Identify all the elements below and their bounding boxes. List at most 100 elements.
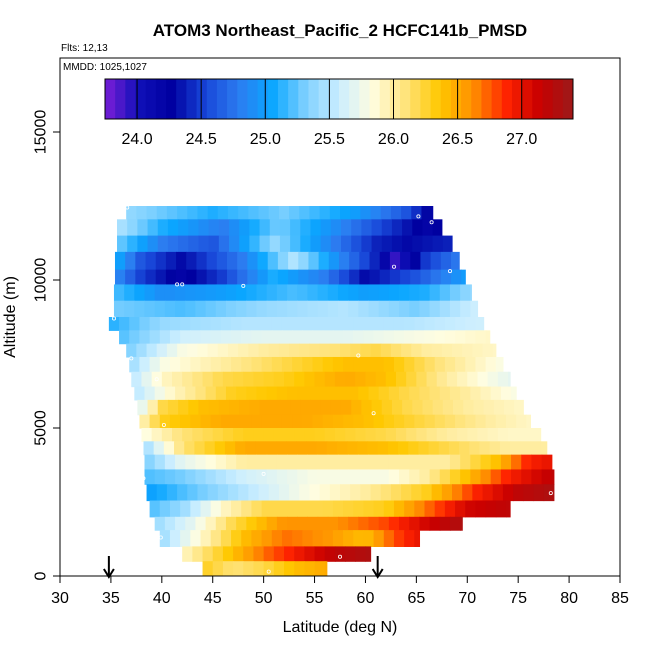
- heat-cell: [467, 371, 479, 388]
- heat-cell: [411, 206, 423, 220]
- heat-cell: [436, 371, 448, 388]
- heat-cell: [246, 516, 258, 531]
- heat-cell: [431, 206, 434, 220]
- sample-point: [141, 476, 146, 481]
- heat-cell: [467, 428, 479, 442]
- heat-cell: [154, 516, 166, 531]
- colorbar-swatch: [450, 79, 462, 119]
- heat-cell: [402, 235, 413, 253]
- heat-cell: [444, 414, 456, 429]
- heat-cell: [324, 428, 336, 442]
- heat-cell: [533, 484, 545, 502]
- heat-cell: [359, 251, 371, 271]
- heat-cell: [351, 235, 362, 253]
- heat-cell: [401, 343, 412, 358]
- heat-cell: [465, 500, 477, 518]
- heat-cell: [195, 454, 207, 471]
- heat-cell: [469, 441, 481, 456]
- heat-cell: [348, 300, 359, 318]
- heat-cell: [340, 206, 351, 220]
- heat-cell: [322, 317, 334, 331]
- heat-cell: [169, 317, 181, 331]
- heat-cell: [439, 300, 451, 318]
- heat-cell: [421, 343, 433, 358]
- heat-cell: [409, 386, 421, 401]
- heat-cell: [263, 561, 275, 576]
- x-axis-label: Latitude (deg N): [283, 619, 398, 636]
- heat-cell: [202, 561, 214, 576]
- heat-cell: [154, 469, 166, 485]
- heat-cell: [351, 219, 362, 237]
- heat-cell: [195, 469, 207, 485]
- heat-cell: [429, 516, 441, 531]
- heat-cell: [368, 386, 380, 401]
- heat-cell: [448, 441, 460, 456]
- down-arrow: [103, 556, 115, 579]
- heat-cell: [149, 330, 161, 345]
- heat-cell: [144, 284, 156, 302]
- heat-cell: [175, 454, 186, 471]
- plot-frame: [59, 57, 621, 577]
- heat-cell: [348, 469, 359, 485]
- heat-cell: [332, 356, 344, 373]
- heat-cell: [378, 454, 390, 471]
- sample-point: [112, 316, 117, 321]
- heat-cell: [186, 269, 198, 286]
- heat-cell: [259, 399, 271, 416]
- heat-cell: [310, 235, 322, 253]
- heat-cell: [318, 269, 330, 286]
- heat-cell: [414, 530, 421, 547]
- heat-cell: [457, 428, 468, 442]
- heat-cell: [327, 469, 339, 485]
- heat-cell: [175, 516, 186, 531]
- colorbar-swatch: [552, 79, 564, 119]
- heat-cell: [409, 516, 421, 531]
- heat-cell: [418, 441, 430, 456]
- heat-cell: [144, 386, 156, 401]
- heat-cell: [243, 561, 255, 576]
- x-tick-label: 50: [255, 590, 273, 607]
- heat-cell: [383, 356, 395, 373]
- heat-cell: [500, 469, 512, 485]
- heat-cell: [380, 343, 392, 358]
- heat-cell: [390, 206, 402, 220]
- heat-cell: [317, 284, 329, 302]
- heat-cell: [341, 399, 352, 416]
- heat-cell: [302, 500, 314, 518]
- heat-cell: [220, 530, 232, 547]
- heat-cell: [424, 500, 436, 518]
- sample-point: [158, 535, 163, 540]
- heat-cell: [312, 500, 324, 518]
- heat-cell: [430, 269, 442, 286]
- heat-cell: [368, 454, 380, 471]
- heat-cell: [292, 500, 303, 518]
- heat-cell: [470, 469, 482, 485]
- heat-cell: [473, 399, 485, 416]
- heat-cell: [288, 251, 299, 271]
- heat-cell: [218, 399, 230, 416]
- colorbar-tick-label: 24.5: [186, 131, 217, 148]
- colorbar-swatch: [308, 79, 320, 119]
- heat-cell: [297, 284, 309, 302]
- heat-cell: [516, 414, 527, 429]
- heat-cell: [164, 454, 176, 471]
- heat-layer: [131, 371, 511, 388]
- heat-cell: [375, 428, 387, 442]
- heat-cell: [477, 428, 489, 442]
- heat-cell: [258, 343, 270, 358]
- heat-cell: [273, 561, 285, 576]
- heat-cell: [154, 386, 166, 401]
- heat-cell: [409, 300, 421, 318]
- sample-point: [356, 353, 361, 358]
- heat-cell: [396, 428, 407, 442]
- sample-point: [175, 282, 180, 287]
- heat-cell: [540, 441, 548, 456]
- heat-cell: [368, 300, 380, 318]
- heat-cell: [353, 317, 365, 331]
- heat-cell: [334, 371, 346, 388]
- heat-cell: [399, 516, 410, 531]
- heat-cell: [337, 300, 349, 318]
- heat-cell: [379, 251, 391, 271]
- heat-cell: [225, 386, 237, 401]
- heat-cell: [292, 530, 303, 547]
